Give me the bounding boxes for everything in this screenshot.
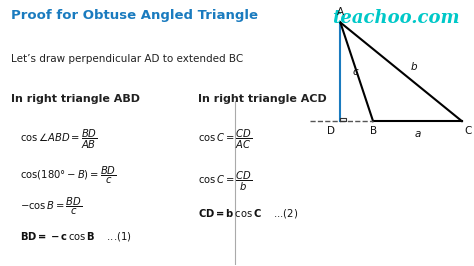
Text: C: C [464, 126, 472, 136]
Text: c: c [352, 67, 358, 77]
Text: D: D [327, 126, 335, 136]
Text: Let’s draw perpendicular AD to extended BC: Let’s draw perpendicular AD to extended … [11, 54, 243, 64]
Text: $\mathbf{CD = b\,\cos C}$    ...(2): $\mathbf{CD = b\,\cos C}$ ...(2) [198, 207, 298, 220]
Text: b: b [410, 61, 417, 72]
Text: In right triangle ABD: In right triangle ABD [11, 94, 140, 103]
Text: $\cos C = \dfrac{CD}{AC}$: $\cos C = \dfrac{CD}{AC}$ [198, 128, 252, 151]
Text: In right triangle ACD: In right triangle ACD [198, 94, 327, 103]
Text: A: A [337, 7, 344, 17]
Text: $\cos \angle ABD = \dfrac{BD}{AB}$: $\cos \angle ABD = \dfrac{BD}{AB}$ [20, 128, 98, 151]
Text: $\cos (180° - B) = \dfrac{BD}{c}$: $\cos (180° - B) = \dfrac{BD}{c}$ [20, 165, 117, 186]
Text: Proof for Obtuse Angled Triangle: Proof for Obtuse Angled Triangle [11, 9, 258, 22]
Text: B: B [370, 126, 377, 136]
Text: a: a [414, 129, 420, 139]
Text: $\mathbf{BD = -c\,\cos B}$    ...(1): $\mathbf{BD = -c\,\cos B}$ ...(1) [20, 230, 132, 243]
Text: teachoo.com: teachoo.com [332, 9, 460, 27]
Text: $\cos C = \dfrac{CD}{b}$: $\cos C = \dfrac{CD}{b}$ [198, 170, 252, 193]
Text: $-\cos B = \dfrac{BD}{c}$: $-\cos B = \dfrac{BD}{c}$ [20, 196, 82, 217]
